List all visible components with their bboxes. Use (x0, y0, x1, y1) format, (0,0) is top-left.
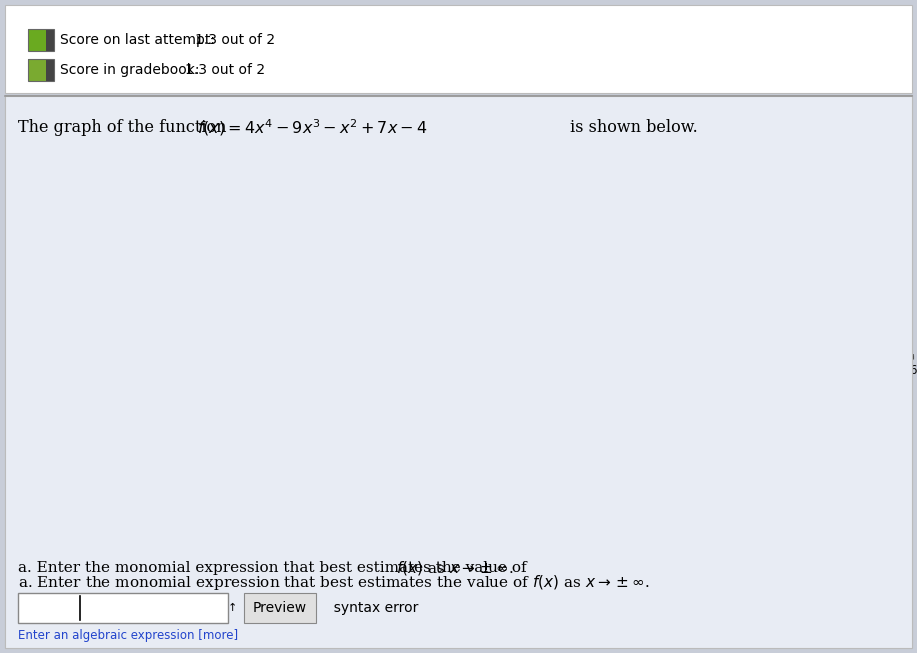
Bar (5, 96, 912, 648)
Text: Score in gradebook:: Score in gradebook: (60, 63, 200, 77)
Text: $f(x) = 4x^4 - 9x^3 - x^2 + 7x - 4$: $f(x) = 4x^4 - 9x^3 - x^2 + 7x - 4$ (197, 118, 427, 138)
Bar (244, 593, 316, 623)
Text: Enter an algebraic expression [more]: Enter an algebraic expression [more] (18, 628, 238, 641)
Bar (5, 96, 912, 648)
Bar (28, 29, 54, 51)
Bar (46, 59, 54, 81)
Text: 1.3 out of 2: 1.3 out of 2 (185, 63, 265, 77)
Text: syntax error: syntax error (325, 601, 418, 615)
Text: is shown below.: is shown below. (565, 119, 698, 136)
Bar (5, 5, 912, 93)
Text: $f(x)$ as $x \rightarrow \pm\infty$.: $f(x)$ as $x \rightarrow \pm\infty$. (18, 559, 514, 577)
Text: The graph of the function: The graph of the function (18, 119, 232, 136)
Bar (5, 96, 912, 648)
Text: Preview: Preview (253, 601, 307, 615)
Bar (28, 29, 46, 51)
Text: Q: Q (899, 537, 909, 550)
Bar (46, 29, 54, 51)
Text: 1.3 out of 2: 1.3 out of 2 (195, 33, 275, 47)
Bar (28, 59, 46, 81)
Text: a. Enter the monomial expression that best estimates the value of $f(x)$ as $x \: a. Enter the monomial expression that be… (18, 573, 650, 592)
Text: a. Enter the monomial expression that best estimates the value of: a. Enter the monomial expression that be… (18, 561, 532, 575)
Text: Score on last attempt:: Score on last attempt: (60, 33, 215, 47)
Bar (28, 59, 54, 81)
Text: ↑: ↑ (227, 603, 237, 613)
Bar (18, 593, 228, 623)
Text: y: y (670, 131, 678, 145)
